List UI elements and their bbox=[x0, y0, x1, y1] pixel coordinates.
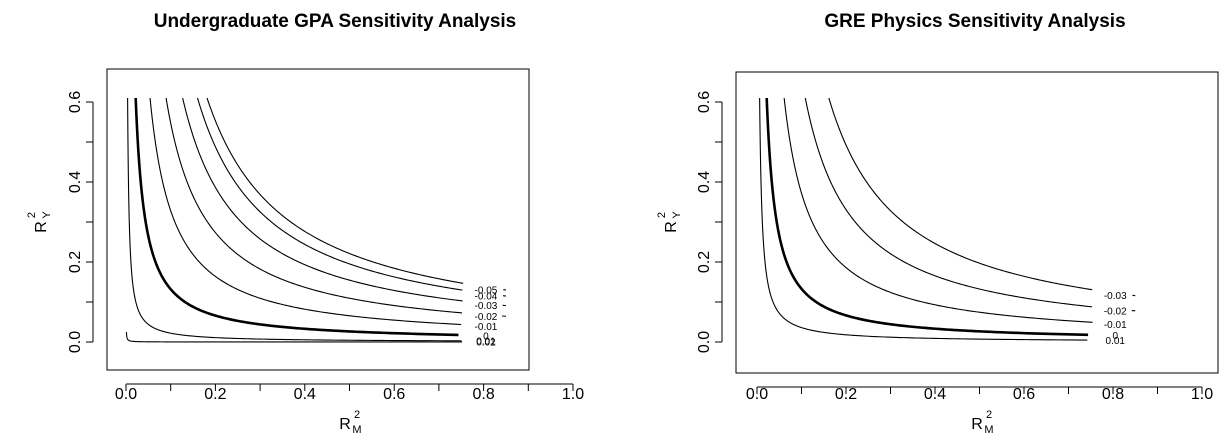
x-tick-label: 0.0 bbox=[746, 386, 768, 403]
y-tick-label: 0.4 bbox=[67, 171, 84, 193]
x-axis-label-sub: M bbox=[352, 424, 361, 436]
contour-line bbox=[804, 97, 1092, 308]
y-axis-label-main: R bbox=[663, 221, 680, 233]
contour-label: -0.03 bbox=[1104, 291, 1127, 302]
y-axis-label-sup: 2 bbox=[26, 212, 38, 218]
contour-label: -0.02 bbox=[475, 312, 498, 323]
x-axis-label-sup: 2 bbox=[354, 409, 360, 421]
x-tick-label: 0.8 bbox=[472, 386, 494, 403]
y-tick-label: 0.6 bbox=[67, 91, 84, 113]
contour-line bbox=[765, 97, 1089, 337]
plot-frame bbox=[735, 71, 1219, 374]
x-axis-label: R2 M bbox=[971, 409, 993, 436]
contour-label: 0.01 bbox=[1106, 336, 1126, 347]
x-axis-label-main: R bbox=[971, 416, 983, 433]
y-tick-label: 0.4 bbox=[696, 171, 713, 193]
x-tick-label: 0.8 bbox=[1102, 386, 1124, 403]
contour-line bbox=[127, 97, 462, 342]
chart-title: Undergraduate GPA Sensitivity Analysis bbox=[154, 11, 517, 32]
contour-label: -0.01 bbox=[475, 322, 498, 333]
y-axis-label-sub: Y bbox=[41, 211, 53, 219]
y-tick-label: 0.2 bbox=[67, 251, 84, 273]
contour-line bbox=[196, 97, 463, 291]
plot-frame bbox=[106, 68, 530, 371]
contour-label: -0.01 bbox=[1104, 320, 1127, 331]
contour-line bbox=[134, 97, 459, 337]
chart-panel-1: Undergraduate GPA Sensitivity Analysis 0.… bbox=[26, 11, 584, 436]
x-tick-label: 1.0 bbox=[562, 386, 584, 403]
x-axis-label-sub: M bbox=[984, 424, 993, 436]
contour-line bbox=[149, 97, 462, 326]
contour-label: 0.02 bbox=[476, 337, 496, 348]
contour-line bbox=[182, 97, 463, 302]
x-tick-label: 0.4 bbox=[924, 386, 946, 403]
contour-line bbox=[125, 331, 463, 343]
contour-label: 0 bbox=[483, 331, 489, 342]
contour-line bbox=[759, 97, 1088, 341]
contour-line bbox=[828, 97, 1093, 291]
contour-line bbox=[206, 97, 464, 284]
chart-title: GRE Physics Sensitivity Analysis bbox=[824, 11, 1125, 32]
x-tick-label: 0.6 bbox=[383, 386, 405, 403]
contour-label: -0.03 bbox=[475, 301, 498, 312]
x-tick-label: 0.6 bbox=[1013, 386, 1035, 403]
y-axis-label: R 2 Y bbox=[656, 211, 683, 233]
x-tick-label: 0.2 bbox=[204, 386, 226, 403]
x-tick-label: 0.2 bbox=[835, 386, 857, 403]
x-axis-label-sup: 2 bbox=[986, 409, 992, 421]
y-axis-label: R 2 Y bbox=[26, 211, 53, 233]
x-axis-label-main: R bbox=[339, 416, 351, 433]
y-axis-label-sub: Y bbox=[671, 211, 683, 219]
contour-label: -0.05 bbox=[475, 285, 498, 296]
contour-label: 0.01 bbox=[476, 336, 496, 347]
contour-label: -0.02 bbox=[1104, 306, 1127, 317]
y-tick-label: 0.0 bbox=[696, 331, 713, 353]
y-axis-label-sup: 2 bbox=[656, 212, 668, 218]
x-axis-label: R2 M bbox=[339, 409, 361, 436]
chart-panel-2: GRE Physics Sensitivity Analysis 0.0 0.2 0.… bbox=[656, 11, 1219, 436]
x-tick-label: 1.0 bbox=[1191, 386, 1213, 403]
y-tick-label: 0.0 bbox=[67, 331, 84, 353]
contour-line bbox=[783, 97, 1093, 323]
x-tick-label: 0.4 bbox=[294, 386, 316, 403]
contour-label: 0 bbox=[1112, 331, 1118, 342]
contour-line bbox=[165, 97, 463, 314]
x-tick-label: 0.0 bbox=[115, 386, 137, 403]
y-tick-label: 0.6 bbox=[696, 91, 713, 113]
contour-label: -0.04 bbox=[475, 292, 498, 303]
y-tick-label: 0.2 bbox=[696, 251, 713, 273]
y-axis-label-main: R bbox=[33, 221, 50, 233]
